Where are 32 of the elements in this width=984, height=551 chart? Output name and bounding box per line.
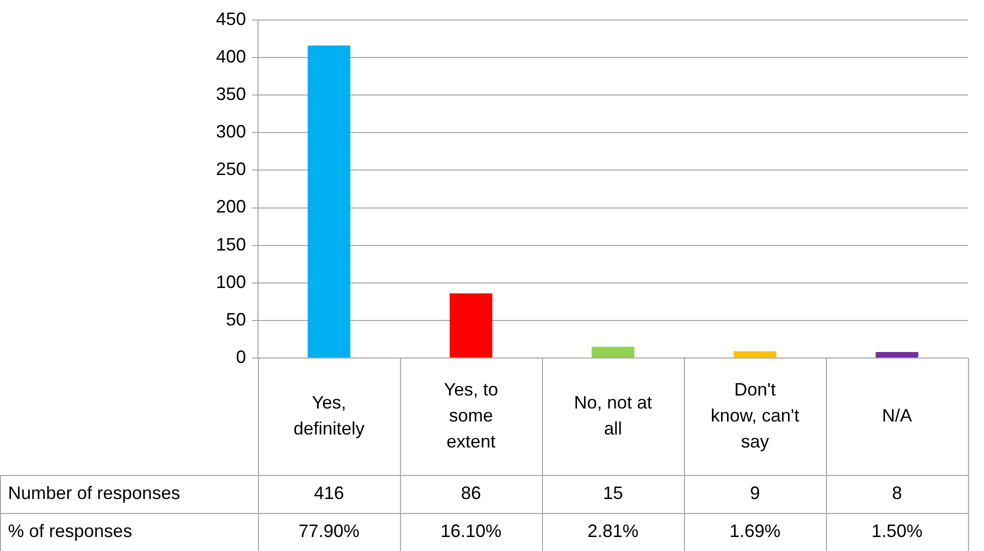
- y-tick-label: 0: [236, 346, 246, 367]
- y-tick-label: 400: [216, 46, 246, 67]
- data-label: 8: [892, 482, 902, 503]
- text: 16.10%: [440, 520, 502, 541]
- y-tick-label: 200: [216, 196, 246, 217]
- bar: [876, 352, 918, 358]
- text: 1.50%: [871, 520, 923, 541]
- data-label: 9: [750, 482, 760, 503]
- data-label: 86: [460, 482, 482, 503]
- y-tick-label: 450: [216, 8, 246, 29]
- bar: [734, 351, 776, 358]
- y-tick-label: 100: [216, 272, 246, 292]
- text: 77.90%: [298, 520, 360, 541]
- y-tick-label: 150: [216, 234, 246, 254]
- y-tick-label: 300: [216, 122, 246, 142]
- y-tick-label: 50: [226, 309, 246, 330]
- x-tick-label: N/A: [882, 405, 912, 426]
- text: Number of responses: [8, 482, 180, 503]
- bar: [592, 346, 634, 358]
- x-tick-label: Yes, to some extent: [444, 379, 498, 452]
- bar: [450, 293, 492, 358]
- text: 1.69%: [729, 520, 781, 541]
- data-label: 15: [602, 482, 624, 503]
- data-label: 416: [314, 482, 344, 503]
- y-tick-label: 350: [216, 84, 246, 104]
- y-tick-label: 250: [216, 159, 246, 180]
- text: 2.81%: [587, 520, 639, 541]
- bar: [308, 46, 350, 358]
- x-tick-label: Yes, definitely: [293, 392, 365, 438]
- x-tick-label: Don't know, can't say: [710, 379, 800, 452]
- x-tick-label: No, not at all: [574, 392, 652, 438]
- text: % of responses: [8, 520, 132, 541]
